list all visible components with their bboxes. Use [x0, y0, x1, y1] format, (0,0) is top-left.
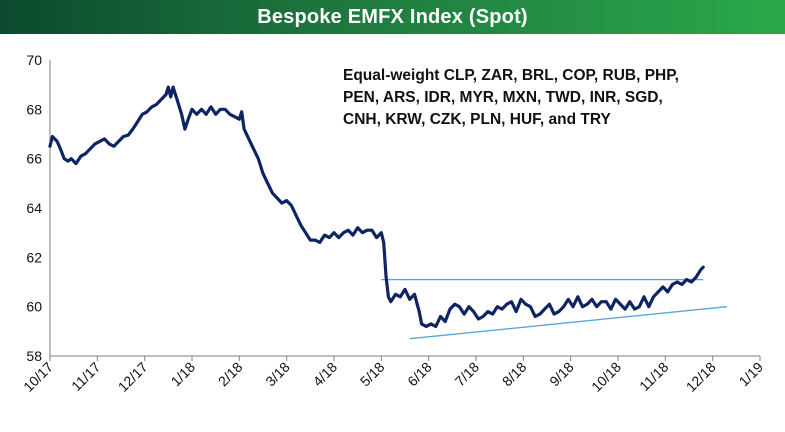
x-tick-label: 12/18 — [683, 359, 719, 395]
y-tick-label: 62 — [26, 249, 42, 265]
annotation-line: PEN, ARS, IDR, MYR, MXN, TWD, INR, SGD, — [343, 89, 663, 106]
x-tick-label: 2/18 — [215, 359, 246, 390]
support-trendline — [409, 305, 727, 340]
annotation-line: CNH, KRW, CZK, PLN, HUF, and TRY — [343, 111, 611, 128]
x-tick-label: 11/17 — [68, 359, 104, 395]
x-tick-label: 3/18 — [262, 359, 293, 390]
y-tick-label: 68 — [26, 101, 42, 117]
x-tick-label: 10/18 — [588, 359, 624, 395]
y-tick-label: 70 — [26, 52, 42, 68]
x-tick-label: 1/18 — [168, 359, 199, 390]
x-tick-label: 10/17 — [20, 359, 56, 395]
x-tick-label: 4/18 — [310, 359, 341, 390]
annotation-line: Equal-weight CLP, ZAR, BRL, COP, RUB, PH… — [343, 67, 679, 84]
x-tick-label: 9/18 — [546, 359, 577, 390]
annotation: Equal-weight CLP, ZAR, BRL, COP, RUB, PH… — [343, 67, 679, 128]
x-tick-label: 12/17 — [115, 359, 151, 395]
x-tick-label: 1/19 — [736, 359, 767, 390]
x-tick-label: 6/18 — [404, 359, 435, 390]
chart-title: Bespoke EMFX Index (Spot) — [257, 5, 528, 28]
y-tick-label: 60 — [26, 299, 42, 315]
trendlines — [381, 278, 727, 340]
title-bar: Bespoke EMFX Index (Spot) — [0, 0, 785, 34]
y-tick-label: 58 — [26, 348, 42, 364]
y-tick-label: 64 — [26, 200, 42, 216]
y-tick-label: 66 — [26, 151, 42, 167]
line-chart: 58 60 62 64 66 68 70 10/17 11/17 12/17 1/18 2/18 3/1… — [20, 52, 767, 395]
x-tick-label: 5/18 — [357, 359, 388, 390]
x-tick-label: 7/18 — [452, 359, 483, 390]
x-tick-label: 8/18 — [499, 359, 530, 390]
series-line — [48, 85, 705, 328]
series-layer — [48, 85, 705, 328]
x-tick-label: 11/18 — [636, 359, 672, 395]
